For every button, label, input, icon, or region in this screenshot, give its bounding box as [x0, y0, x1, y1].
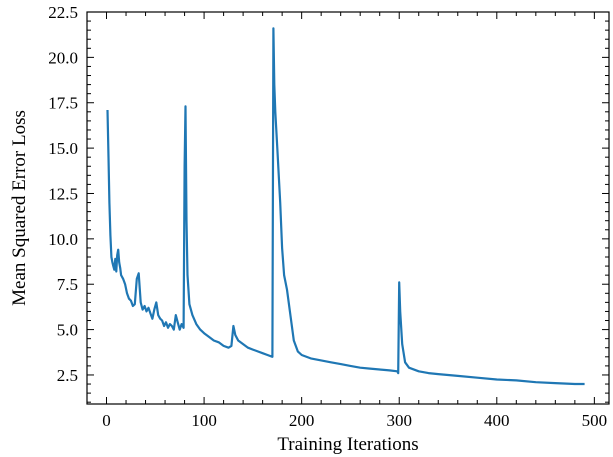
y-tick-label: 22.5 — [48, 3, 78, 22]
y-tick-label: 17.5 — [48, 94, 78, 113]
y-tick-label: 2.5 — [57, 366, 78, 385]
x-tick-label: 500 — [582, 411, 608, 430]
y-tick-label: 20.0 — [48, 48, 78, 67]
x-tick-label: 200 — [289, 411, 315, 430]
tick-labels: 0 100 200 300 400 500 2.5 5.0 7.5 10.0 12.5 15.0 17.… — [48, 3, 607, 430]
y-tick-label: 5.0 — [57, 321, 78, 340]
x-axis-label: Training Iterations — [277, 434, 418, 455]
y-tick-label: 7.5 — [57, 275, 78, 294]
y-tick-label: 15.0 — [48, 139, 78, 158]
plot-frame — [86, 11, 610, 405]
y-tick-label: 12.5 — [48, 184, 78, 203]
x-tick-label: 400 — [484, 411, 510, 430]
x-tick-label: 0 — [102, 411, 111, 430]
y-axis-label: Mean Squared Error Loss — [9, 110, 30, 306]
y-tick-label: 10.0 — [48, 230, 78, 249]
x-tick-label: 300 — [386, 411, 412, 430]
loss-series-line — [106, 27, 585, 386]
x-tick-label: 100 — [191, 411, 217, 430]
tick-marks — [86, 11, 609, 404]
